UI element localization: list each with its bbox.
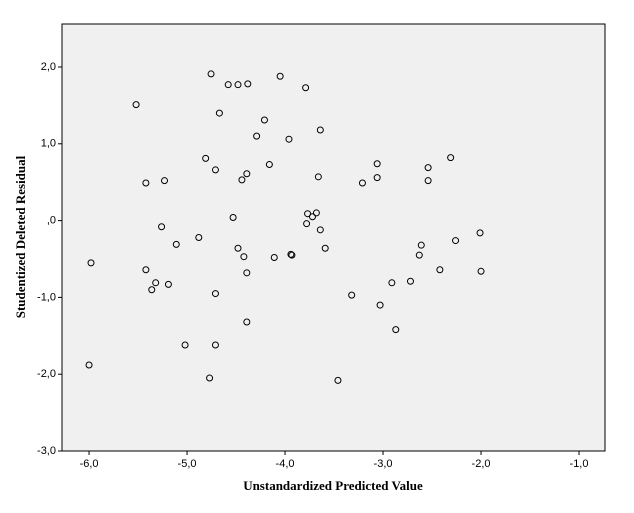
x-axis-title: Unstandardized Predicted Value — [243, 478, 423, 493]
point — [253, 132, 261, 140]
x-tick-label: -3,0 — [374, 458, 393, 470]
point — [406, 277, 414, 285]
point — [373, 160, 381, 168]
point — [312, 209, 320, 217]
point — [303, 220, 311, 228]
x-tick-label: -5,0 — [178, 458, 197, 470]
point — [172, 240, 180, 248]
point — [243, 318, 251, 326]
y-tick-label: -2,0 — [37, 368, 56, 380]
point — [287, 250, 295, 258]
point — [206, 374, 214, 382]
point — [476, 229, 484, 237]
point — [316, 126, 324, 134]
point — [477, 267, 485, 275]
point — [392, 326, 400, 334]
point — [452, 237, 460, 245]
point — [424, 177, 432, 185]
y-tick-label: -1,0 — [37, 291, 56, 303]
point — [164, 280, 172, 288]
point — [195, 234, 203, 241]
point — [417, 241, 425, 249]
point — [376, 301, 384, 309]
point — [161, 177, 169, 185]
point — [348, 291, 356, 299]
point — [148, 286, 156, 294]
point — [265, 161, 273, 169]
point — [243, 170, 251, 178]
point — [234, 244, 242, 252]
y-tick-label: 1,0 — [41, 138, 56, 150]
point — [436, 266, 444, 274]
point — [358, 179, 366, 187]
point — [308, 213, 316, 221]
point — [211, 290, 219, 298]
point — [243, 269, 251, 277]
point — [321, 244, 329, 252]
point — [270, 253, 278, 261]
x-tick-label: -6,0 — [80, 458, 99, 470]
point — [244, 80, 252, 88]
point — [132, 101, 140, 109]
point — [285, 135, 293, 143]
point — [229, 214, 237, 222]
point — [373, 174, 381, 182]
point — [240, 253, 248, 261]
y-tick-label: -3,0 — [37, 445, 56, 457]
point — [260, 116, 268, 124]
point — [202, 154, 210, 162]
point — [302, 84, 310, 92]
point — [207, 70, 215, 78]
plot-area — [61, 23, 606, 452]
point — [85, 361, 93, 369]
x-tick-label: -1,0 — [570, 458, 589, 470]
x-tick-label: -4,0 — [276, 458, 295, 470]
point — [314, 173, 322, 181]
point — [316, 226, 324, 234]
point — [334, 376, 342, 384]
point — [415, 251, 423, 259]
y-axis-title: Studentized Deleted Residual — [13, 155, 28, 318]
point — [211, 341, 219, 349]
y-tick-label: ,0 — [47, 215, 56, 227]
point — [238, 176, 246, 184]
point — [142, 266, 150, 274]
point — [181, 341, 189, 349]
point — [234, 81, 242, 89]
point — [304, 210, 312, 218]
x-tick-label: -2,0 — [472, 458, 491, 470]
point — [142, 179, 150, 187]
point — [215, 109, 223, 117]
y-tick-label: 2,0 — [41, 61, 56, 73]
point — [288, 251, 296, 259]
point — [276, 72, 284, 80]
point — [211, 166, 219, 174]
point — [224, 81, 232, 89]
point — [152, 279, 160, 287]
point — [388, 279, 396, 287]
point — [447, 154, 455, 162]
point — [87, 259, 95, 267]
point — [158, 223, 166, 231]
point — [424, 164, 432, 172]
